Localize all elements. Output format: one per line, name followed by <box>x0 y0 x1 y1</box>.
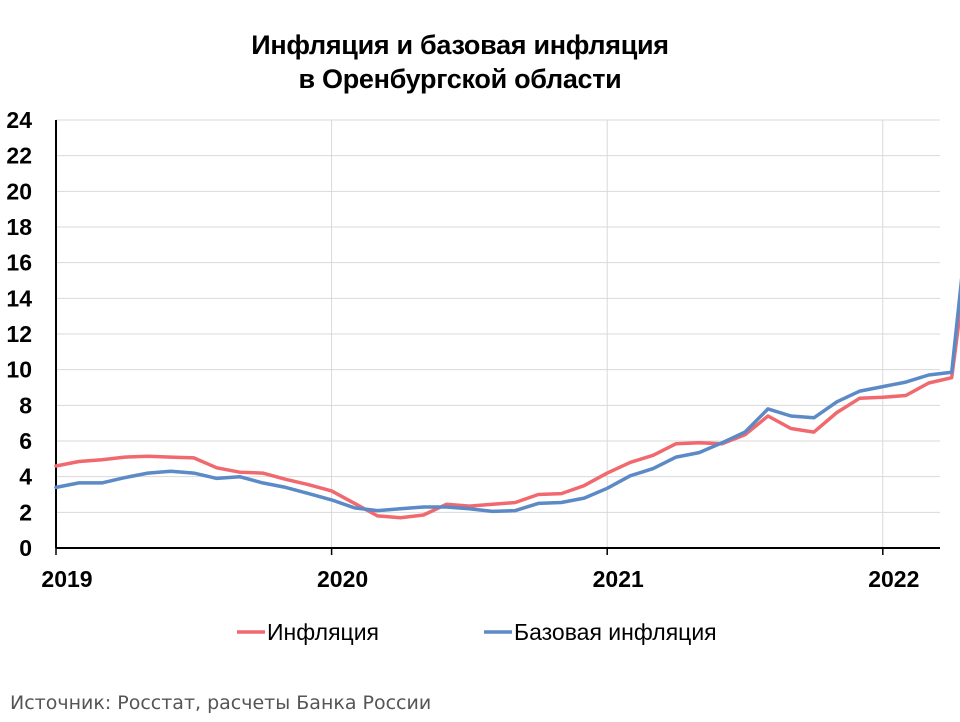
legend-label-core-inflation: Базовая инфляция <box>514 619 717 645</box>
y-tick-label-8: 8 <box>19 392 32 418</box>
series-lines <box>54 277 960 520</box>
x-tick-label-1: 2020 <box>317 566 368 592</box>
y-tick-label-6: 6 <box>19 428 32 454</box>
x-tick-label-0: 2019 <box>41 566 92 592</box>
x-tick-label-3: 2022 <box>868 566 919 592</box>
y-tick-label-4: 4 <box>19 464 32 490</box>
y-tick-label-18: 18 <box>6 214 32 240</box>
y-tick-label-16: 16 <box>6 250 32 276</box>
legend: Инфляция Базовая инфляция <box>237 619 717 645</box>
x-tick-labels: 2019 2020 2021 2022 <box>41 566 919 592</box>
source-note: Источник: Росстат, расчеты Банка России <box>10 692 432 714</box>
chart-title-line-1: Инфляция и базовая инфляция <box>251 30 669 60</box>
y-tick-label-10: 10 <box>6 357 32 383</box>
series-line-core-inflation <box>54 277 960 514</box>
grid-lines <box>55 119 940 549</box>
axes <box>55 120 940 555</box>
y-tick-label-22: 22 <box>6 143 32 169</box>
x-tick-label-2: 2021 <box>593 566 644 592</box>
y-tick-label-24: 24 <box>6 107 32 133</box>
y-tick-label-2: 2 <box>19 499 32 525</box>
chart-title-line-2: в Оренбургской области <box>298 64 622 94</box>
legend-label-inflation: Инфляция <box>267 619 379 645</box>
y-tick-label-12: 12 <box>6 321 32 347</box>
y-tick-label-0: 0 <box>19 535 32 561</box>
y-tick-label-14: 14 <box>6 285 32 311</box>
y-tick-label-20: 20 <box>6 178 32 204</box>
series-line-inflation <box>54 300 960 520</box>
